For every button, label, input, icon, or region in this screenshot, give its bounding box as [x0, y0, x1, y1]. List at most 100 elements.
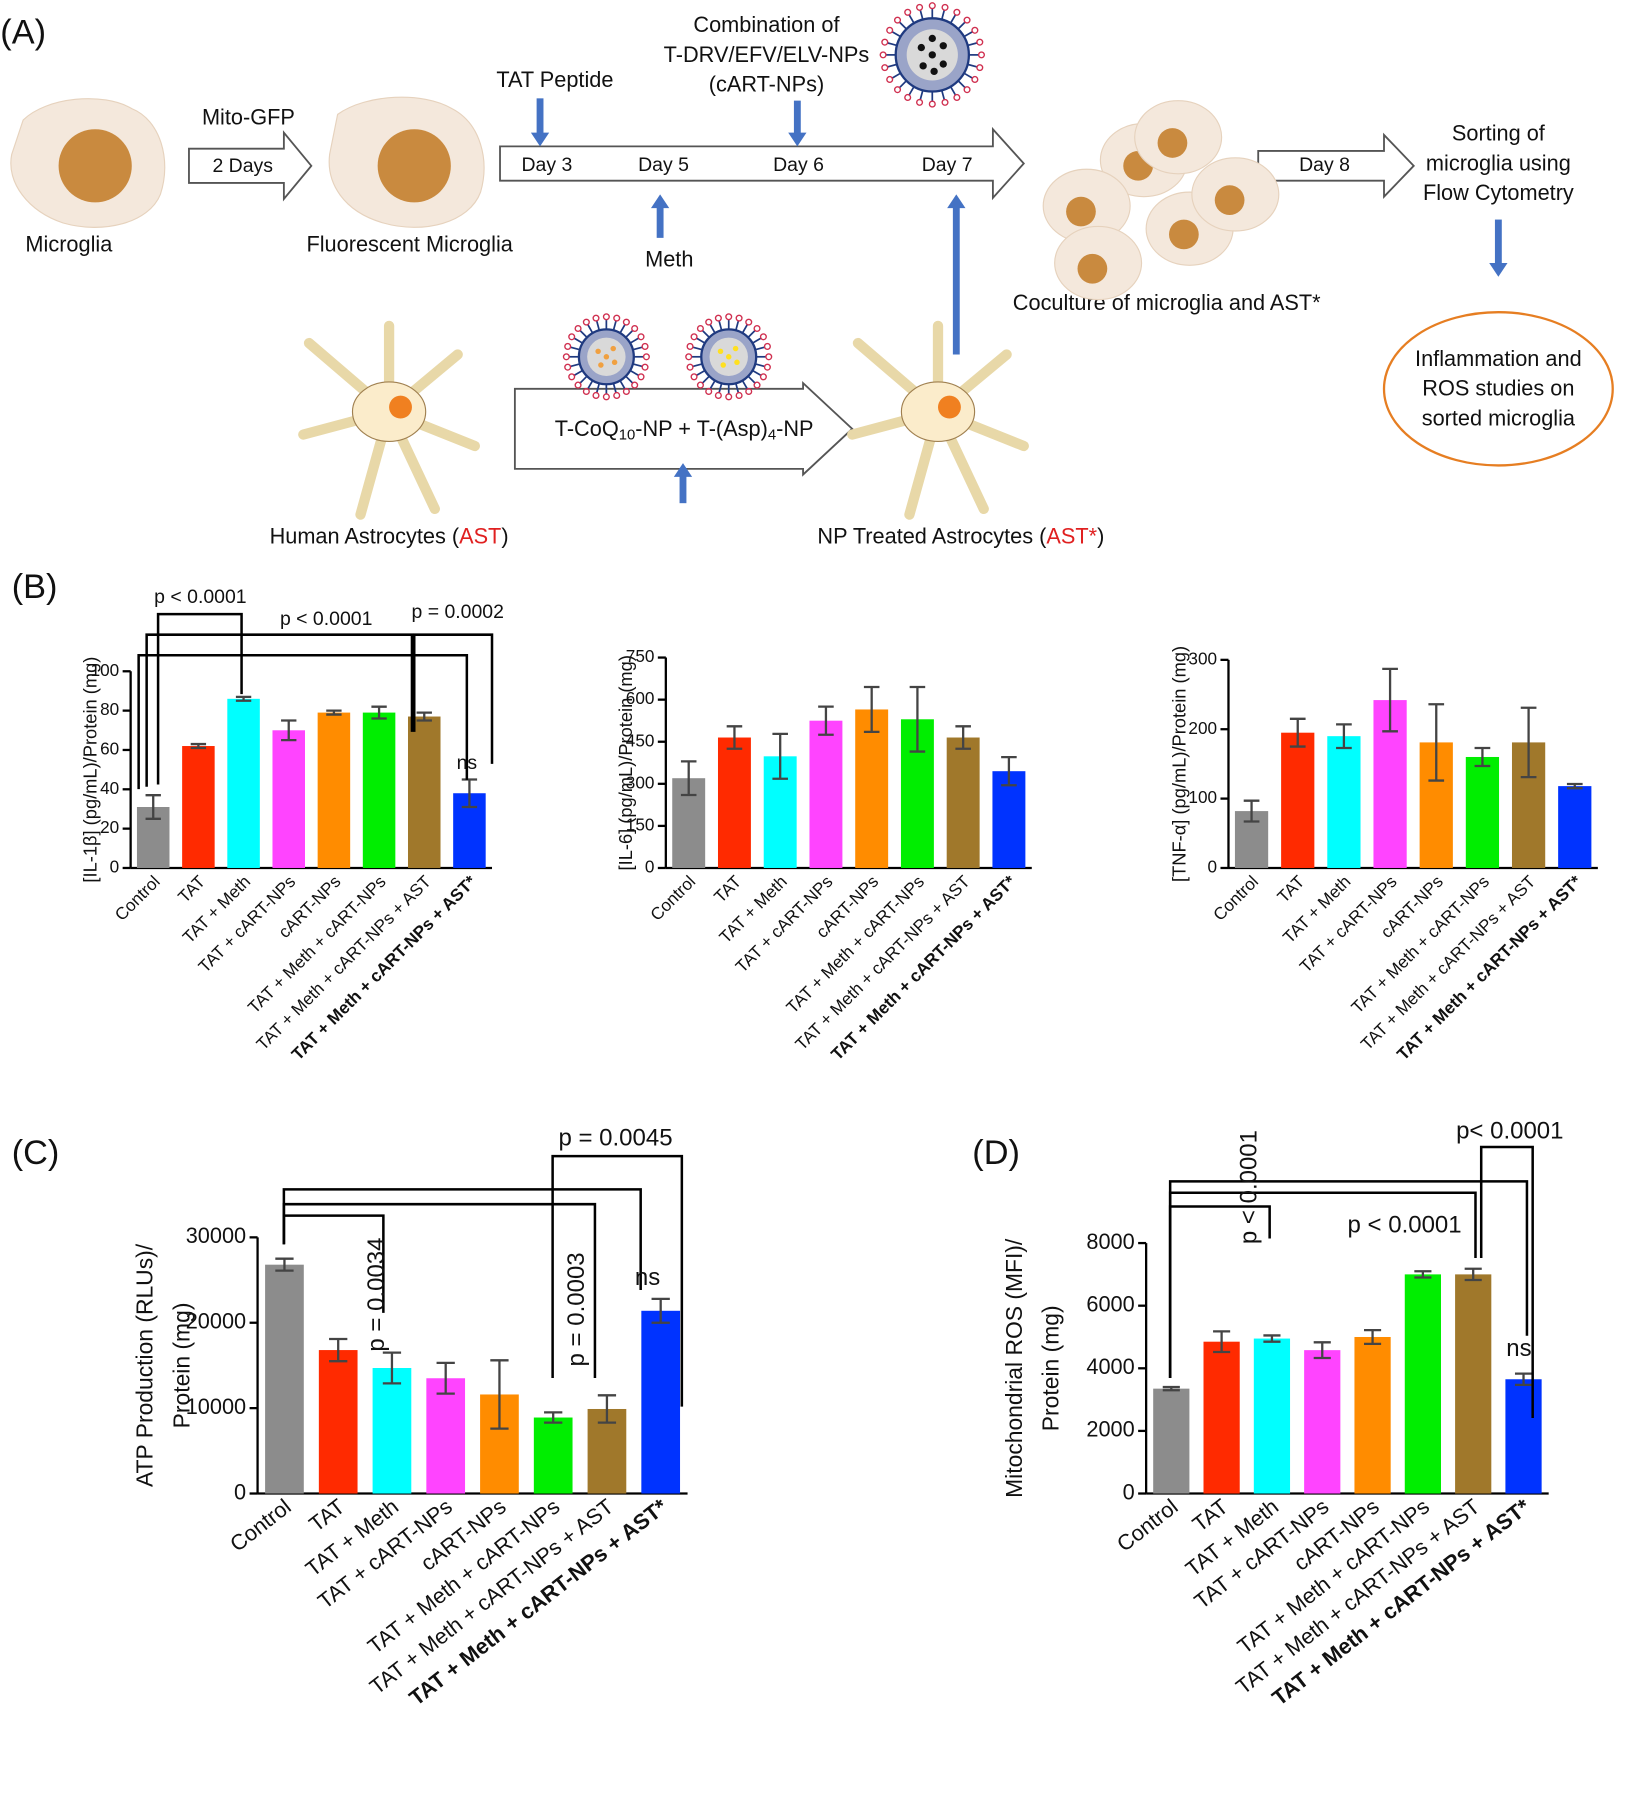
label: Mito-GFP: [202, 105, 295, 130]
y-tick-label: 0: [110, 857, 120, 877]
text-part: Human Astrocytes (: [270, 523, 460, 548]
error-bar: [329, 1337, 348, 1363]
np-tip: [976, 38, 984, 46]
np-tip: [971, 75, 979, 84]
label: Inflammation and: [1415, 346, 1582, 371]
label: 2 Days: [212, 155, 273, 177]
np-tip: [574, 324, 582, 333]
np-tip: [904, 8, 912, 16]
np-spike: [569, 363, 581, 368]
error-bar: [1428, 703, 1445, 782]
np-drug: [732, 345, 739, 352]
label: Human Astrocytes (AST): [270, 523, 509, 548]
np-spike: [963, 30, 974, 38]
np-spike: [586, 380, 594, 390]
np-tip: [725, 393, 733, 401]
label: Flow Cytometry: [1423, 180, 1574, 205]
label: sorted microglia: [1422, 405, 1576, 430]
annotation: p < 0.0001: [280, 608, 372, 630]
np-drug: [939, 42, 947, 50]
np-tip: [613, 391, 621, 400]
np-tip: [763, 342, 771, 350]
blue-arrowhead: [1489, 263, 1508, 277]
bar: [1281, 732, 1315, 868]
bar: [227, 698, 260, 868]
np-tip: [686, 342, 694, 350]
y-tick-label: 80: [100, 699, 119, 719]
annotation: p = 0.0003: [563, 1252, 590, 1366]
np-spike: [569, 346, 581, 351]
np-tip: [592, 391, 600, 400]
np-spike: [741, 323, 749, 334]
label: Day 8: [1299, 154, 1350, 176]
np-tip: [893, 86, 902, 94]
blue-arrow: [1494, 219, 1502, 266]
error-bar: [1336, 723, 1352, 750]
np-spike: [625, 375, 634, 385]
np-spike: [949, 13, 957, 24]
panel-label: (B): [12, 568, 58, 606]
y-tick-label: 450: [626, 730, 655, 750]
blue-arrowhead: [530, 132, 550, 147]
annotation: p < 0.0001: [1236, 1130, 1263, 1244]
np-spike: [908, 13, 915, 24]
label: Coculture of microglia and AST*: [1013, 290, 1321, 315]
y-axis-label: Mitochondrial ROS (MFI)/: [1001, 1238, 1027, 1498]
error-bar: [1213, 1330, 1231, 1354]
np-tip: [562, 353, 570, 361]
y-tick-label: 8000: [1086, 1229, 1134, 1254]
nucleus: [377, 129, 451, 203]
np-tip: [735, 314, 743, 322]
subscript: 4: [768, 428, 776, 444]
blue-arrowhead: [788, 132, 807, 147]
error-bar: [416, 711, 432, 722]
x-tick-label: Control: [111, 871, 164, 924]
label: microglia using: [1426, 150, 1571, 175]
text-part: ): [1097, 523, 1104, 548]
np-drug: [610, 345, 616, 352]
np-tip: [963, 86, 971, 94]
error-bar: [1289, 717, 1306, 748]
np-spike: [701, 375, 710, 385]
bar: [992, 771, 1026, 868]
error-bar: [1313, 1341, 1331, 1360]
bar: [1404, 1274, 1442, 1494]
blue-arrowhead: [650, 194, 670, 209]
np-tip: [622, 387, 630, 396]
text-part: T-CoQ: [555, 416, 619, 441]
np-tip: [881, 38, 889, 46]
error-bar: [371, 705, 387, 720]
bar: [318, 1350, 358, 1494]
np-spike: [612, 383, 617, 394]
np-spike: [595, 320, 601, 331]
significance-bracket: [137, 654, 469, 790]
y-tick-label: 30000: [186, 1223, 246, 1248]
np-spike: [891, 30, 902, 38]
y-axis-label: [IL-6] (pg/mL)/Protein (mg): [615, 655, 636, 870]
text-part: -NP + T-(Asp): [635, 416, 768, 441]
bar: [1455, 1274, 1492, 1494]
significance-bracket: [145, 633, 414, 787]
np-drug: [598, 362, 604, 368]
np-spike: [629, 369, 640, 377]
np-tip: [953, 93, 961, 102]
np-tip: [568, 333, 576, 341]
y-tick-label: 60: [100, 738, 119, 758]
np-tip: [893, 16, 902, 24]
np-spike: [940, 9, 946, 20]
np-spike: [891, 72, 902, 80]
np-tip: [916, 98, 924, 106]
error-bar: [597, 1394, 617, 1424]
error-bar: [326, 709, 342, 716]
label: TAT Peptide: [496, 67, 613, 92]
y-tick-label: 6000: [1086, 1291, 1134, 1316]
illustrations: [298, 2, 1508, 520]
y-tick-label: 0: [1123, 1479, 1135, 1504]
label: Fluorescent Microglia: [306, 232, 513, 257]
np-spike: [718, 383, 723, 394]
x-tick-label: Control: [1209, 871, 1262, 924]
bar: [1327, 736, 1361, 868]
timeline-arrow: [499, 126, 1026, 201]
text-part: AST: [459, 523, 501, 548]
label: T-CoQ10-NP + T-(Asp)4-NP: [555, 416, 814, 444]
